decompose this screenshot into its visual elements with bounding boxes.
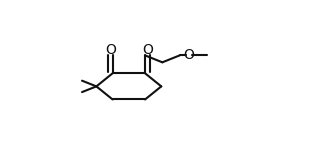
Text: O: O	[105, 43, 116, 57]
Text: O: O	[142, 43, 153, 57]
Text: O: O	[184, 48, 194, 62]
